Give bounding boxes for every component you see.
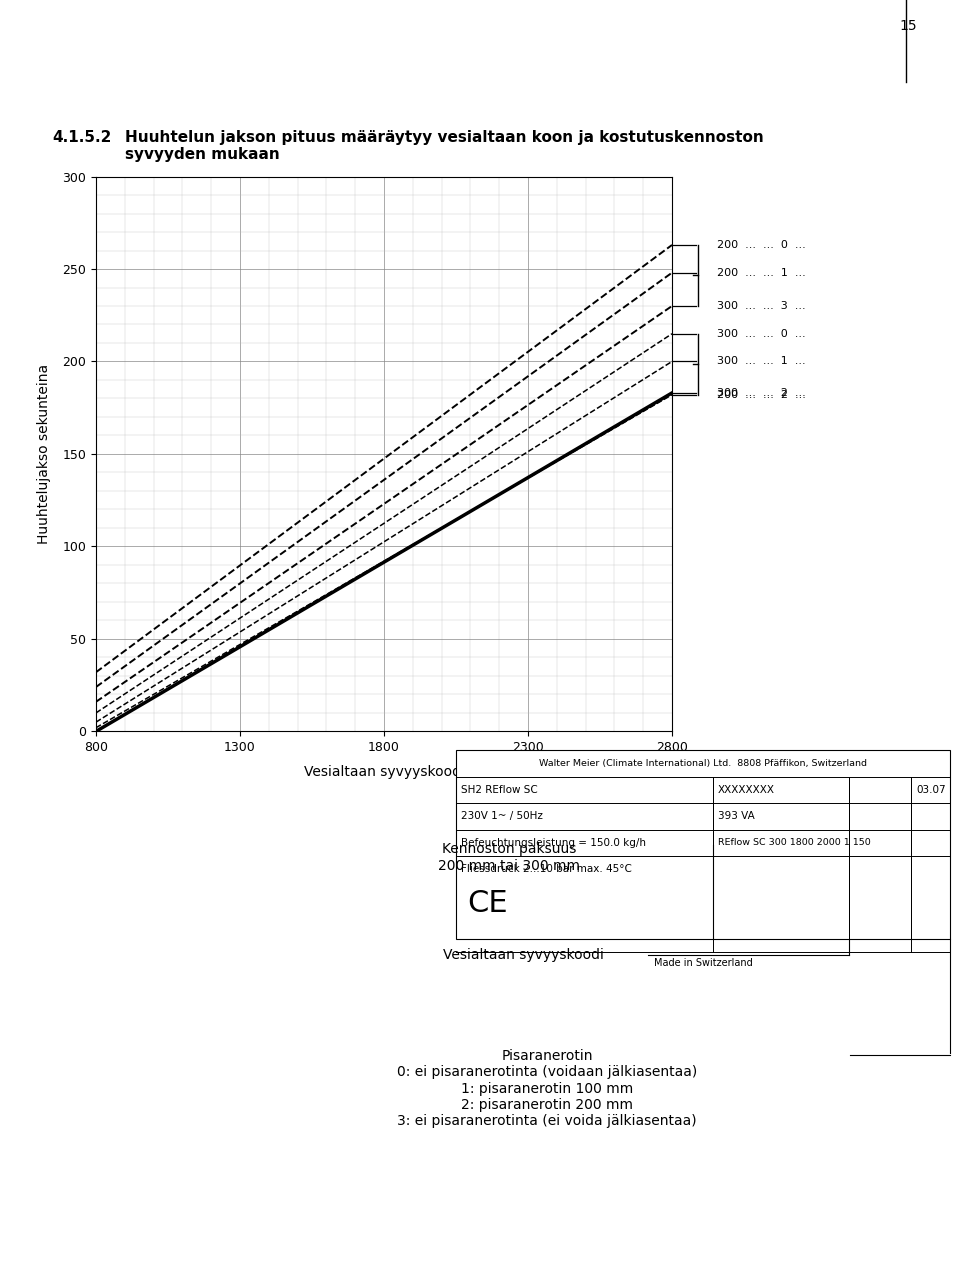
Text: Befeuchtungsleistung = 150.0 kg/h: Befeuchtungsleistung = 150.0 kg/h <box>461 839 646 847</box>
Text: 03.07: 03.07 <box>916 786 946 794</box>
Text: REflow SC 300 1800 2000 1 150: REflow SC 300 1800 2000 1 150 <box>718 839 871 847</box>
X-axis label: Vesialtaan syvyyskoodi: Vesialtaan syvyyskoodi <box>303 765 465 779</box>
Text: XXXXXXXX: XXXXXXXX <box>718 786 775 794</box>
Text: 393 VA: 393 VA <box>718 812 755 821</box>
Text: 300  ...  ...  0  ...: 300 ... ... 0 ... <box>717 329 805 339</box>
Y-axis label: Huuhtelujakso sekunteina: Huuhtelujakso sekunteina <box>37 364 51 543</box>
Text: Walter Meier (Climate International) Ltd.  8808 Pfäffikon, Switzerland: Walter Meier (Climate International) Ltd… <box>540 759 867 768</box>
Text: 300  ...  ...  3  ...: 300 ... ... 3 ... <box>717 301 805 311</box>
Text: 300  ...  ...  1  ...: 300 ... ... 1 ... <box>717 357 805 367</box>
Text: Made in Switzerland: Made in Switzerland <box>654 958 753 968</box>
Text: SH2 REflow SC: SH2 REflow SC <box>461 786 538 794</box>
Text: Huuhtelun jakson pituus määräytyy vesialtaan koon ja kostutuskennoston
syvyyden : Huuhtelun jakson pituus määräytyy vesial… <box>125 130 763 163</box>
Text: 4.1.5.2: 4.1.5.2 <box>53 130 112 145</box>
Text: 200  ...  ...  0  ...: 200 ... ... 0 ... <box>717 240 805 250</box>
Text: 15: 15 <box>900 19 917 33</box>
Text: Vesialtaan syvyyskoodi: Vesialtaan syvyyskoodi <box>443 948 604 962</box>
Text: CE: CE <box>468 889 508 918</box>
Text: Kennoston paksuus
200 mm tai 300 mm: Kennoston paksuus 200 mm tai 300 mm <box>438 842 580 873</box>
Text: 230V 1~ / 50Hz: 230V 1~ / 50Hz <box>461 812 542 821</box>
Text: Pisaranerotin
0: ei pisaranerotinta (voidaan jälkiasentaa)
1: pisaranerotin 100 : Pisaranerotin 0: ei pisaranerotinta (voi… <box>397 1049 697 1127</box>
Text: 200  ...  ...  2  ...: 200 ... ... 2 ... <box>717 390 806 400</box>
Text: 200  ...  ...  1  ...: 200 ... ... 1 ... <box>717 267 805 277</box>
Text: 300  ...  ...  2  ...: 300 ... ... 2 ... <box>717 388 805 398</box>
Text: Fliessdruck 2...10 bar max. 45°C: Fliessdruck 2...10 bar max. 45°C <box>461 865 632 874</box>
